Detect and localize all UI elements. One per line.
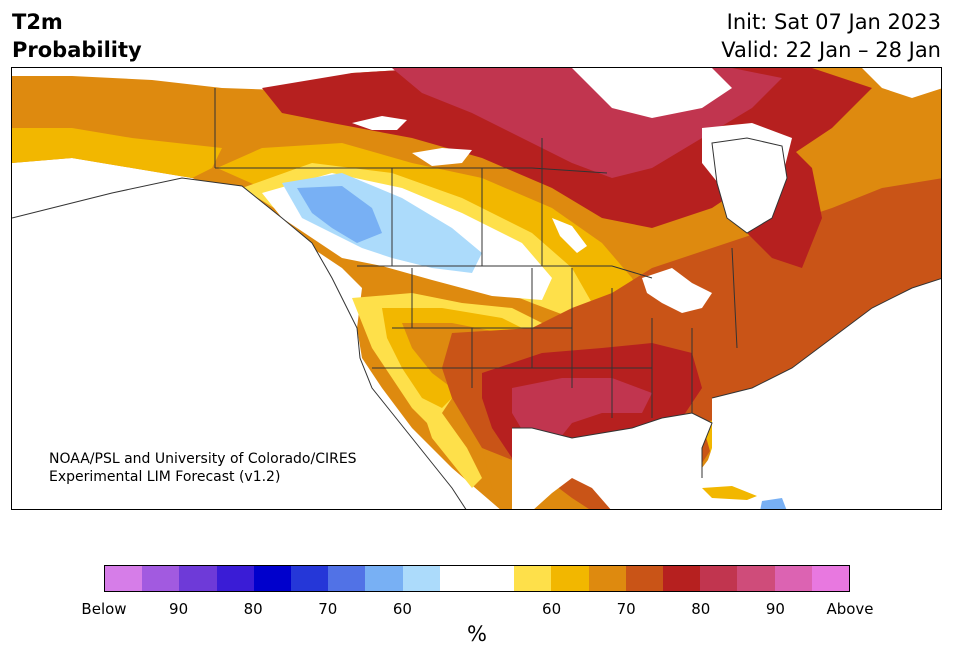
- valid-range: Valid: 22 Jan – 28 Jan: [721, 38, 941, 62]
- water-features: [352, 68, 787, 313]
- init-date: Init: Sat 07 Jan 2023: [726, 10, 941, 34]
- credit-line-1: NOAA/PSL and University of Colorado/CIRE…: [49, 451, 357, 467]
- colorbar-cell: [737, 566, 775, 591]
- field-above-85-south: [512, 378, 652, 448]
- colorbar-cell: [588, 566, 626, 591]
- colorbar-tick-label: 90: [765, 600, 785, 618]
- great-lakes: [642, 268, 712, 313]
- field-above-65-cuba: [702, 486, 757, 500]
- colorbar-cell: [291, 566, 329, 591]
- field-below-65: [297, 186, 382, 243]
- colorbar-cell: [365, 566, 403, 591]
- colorbar-cell: [551, 566, 589, 591]
- colorbar-tick-label: 70: [616, 600, 636, 618]
- colorbar-cell: [328, 566, 366, 591]
- map-title: T2m Probability: [12, 8, 142, 64]
- credit-line-2: Experimental LIM Forecast (v1.2): [49, 469, 281, 485]
- arctic-water: [572, 68, 732, 118]
- colorbar-cell: [663, 566, 701, 591]
- colorbar-cell: [216, 566, 254, 591]
- lake-winnipeg: [552, 218, 587, 253]
- colorbar-cell: [402, 566, 440, 591]
- title-variable: T2m: [12, 10, 63, 34]
- colorbar-cell: [253, 566, 292, 591]
- great-slave-lake: [352, 116, 407, 130]
- colorbar-cell: [477, 566, 515, 591]
- forecast-dates: Init: Sat 07 Jan 2023 Valid: 22 Jan – 28…: [721, 8, 941, 64]
- map-svg: [12, 68, 941, 509]
- field-above-60-baja: [422, 408, 482, 488]
- colorbar-cell: [514, 566, 552, 591]
- colorbar-cell: [142, 566, 180, 591]
- colorbar-tick-label: Below: [81, 600, 127, 618]
- probability-colorbar: [104, 565, 850, 592]
- map-credit: NOAA/PSL and University of Colorado/CIRE…: [49, 450, 357, 486]
- colorbar-tick-label: 90: [169, 600, 189, 618]
- colorbar-tick-label: 80: [243, 600, 263, 618]
- colorbar-tick-label: 70: [318, 600, 338, 618]
- colorbar-tick-label: 60: [392, 600, 412, 618]
- great-bear-lake: [412, 148, 472, 166]
- colorbar-cell: [811, 566, 850, 591]
- probability-map: NOAA/PSL and University of Colorado/CIRE…: [11, 67, 942, 510]
- colorbar-cell: [179, 566, 217, 591]
- field-above-65-alaska: [12, 128, 222, 178]
- colorbar-tick-label: Above: [826, 600, 874, 618]
- title-subtitle: Probability: [12, 38, 142, 62]
- field-below-65-caribbean: [760, 498, 787, 509]
- colorbar-tick-label: 80: [691, 600, 711, 618]
- hudson-bay: [712, 138, 787, 233]
- boundaries: [12, 88, 941, 509]
- colorbar-cell: [625, 566, 664, 591]
- colorbar-cell: [439, 566, 478, 591]
- colorbar-tick-label: 60: [542, 600, 562, 618]
- colorbar-cell: [700, 566, 738, 591]
- colorbar-cell: [105, 566, 143, 591]
- colorbar-cell: [774, 566, 812, 591]
- colorbar-unit: %: [467, 622, 487, 646]
